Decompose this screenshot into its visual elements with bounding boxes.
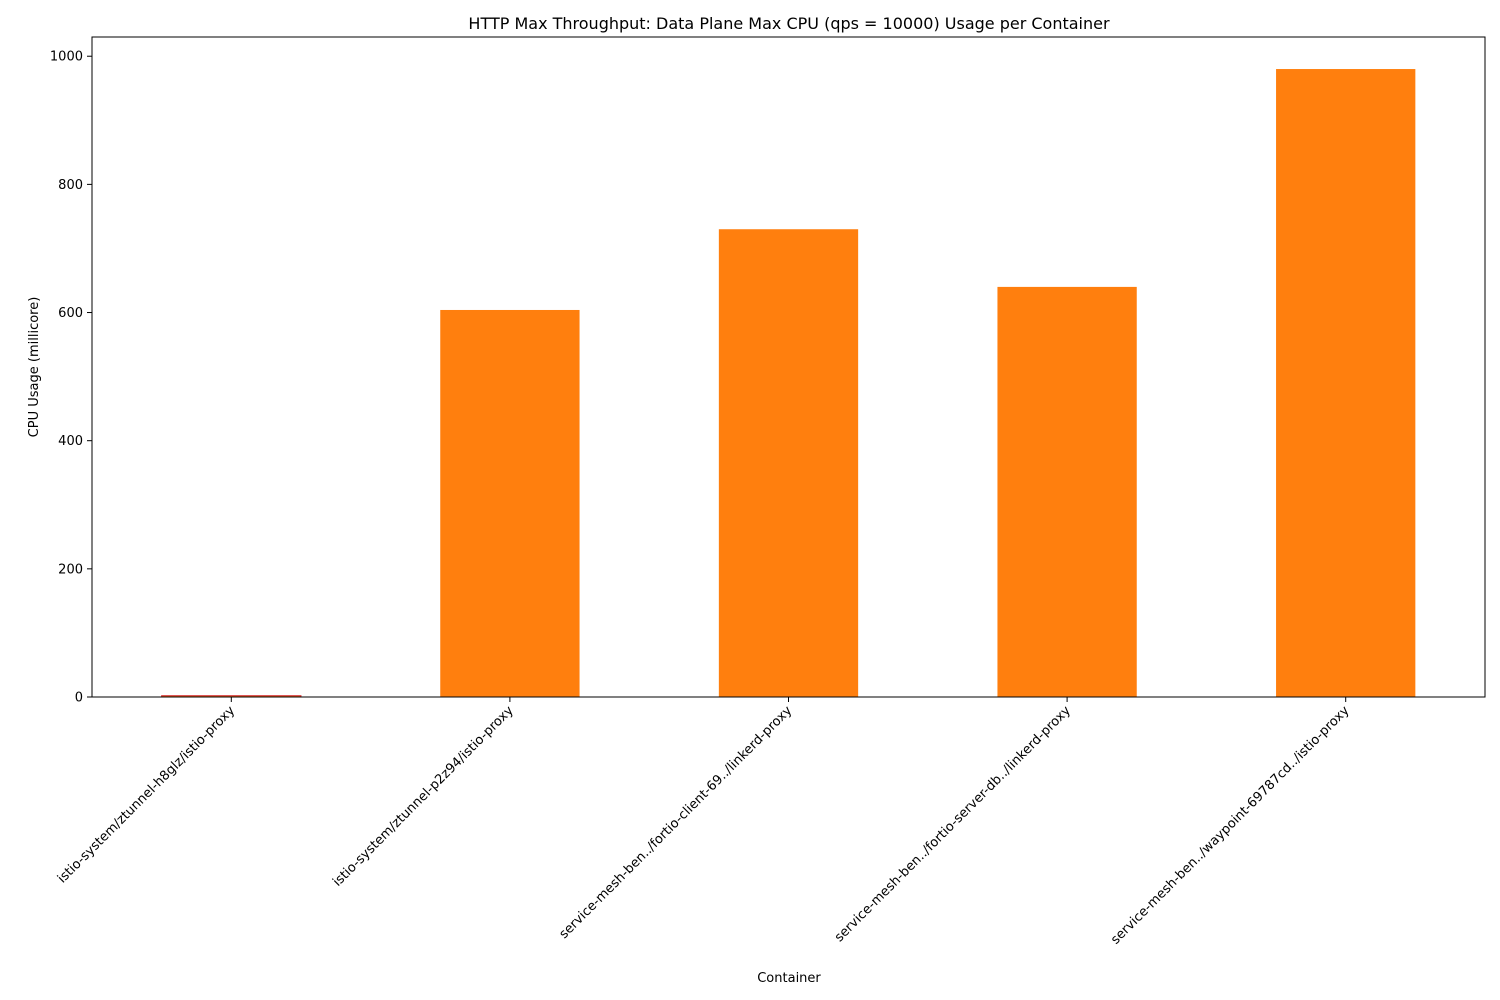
bars-group: [161, 69, 1416, 698]
y-tick-label: 200: [58, 562, 83, 577]
y-axis-label: CPU Usage (millicore): [27, 297, 42, 438]
x-axis-label: Container: [757, 971, 821, 986]
y-tick-label: 600: [58, 306, 83, 321]
y-tick-label: 1000: [50, 50, 83, 65]
y-tick-label: 800: [58, 178, 83, 193]
bar-4: [997, 286, 1137, 697]
bar-2: [440, 309, 580, 697]
bar-3: [718, 229, 859, 697]
bar-5: [1276, 69, 1416, 698]
chart-title: HTTP Max Throughput: Data Plane Max CPU …: [468, 14, 1110, 33]
y-tick-label: 400: [58, 434, 83, 449]
y-axis: 0 200 400 600 800 1000: [50, 50, 92, 706]
y-tick-label: 0: [75, 691, 83, 706]
